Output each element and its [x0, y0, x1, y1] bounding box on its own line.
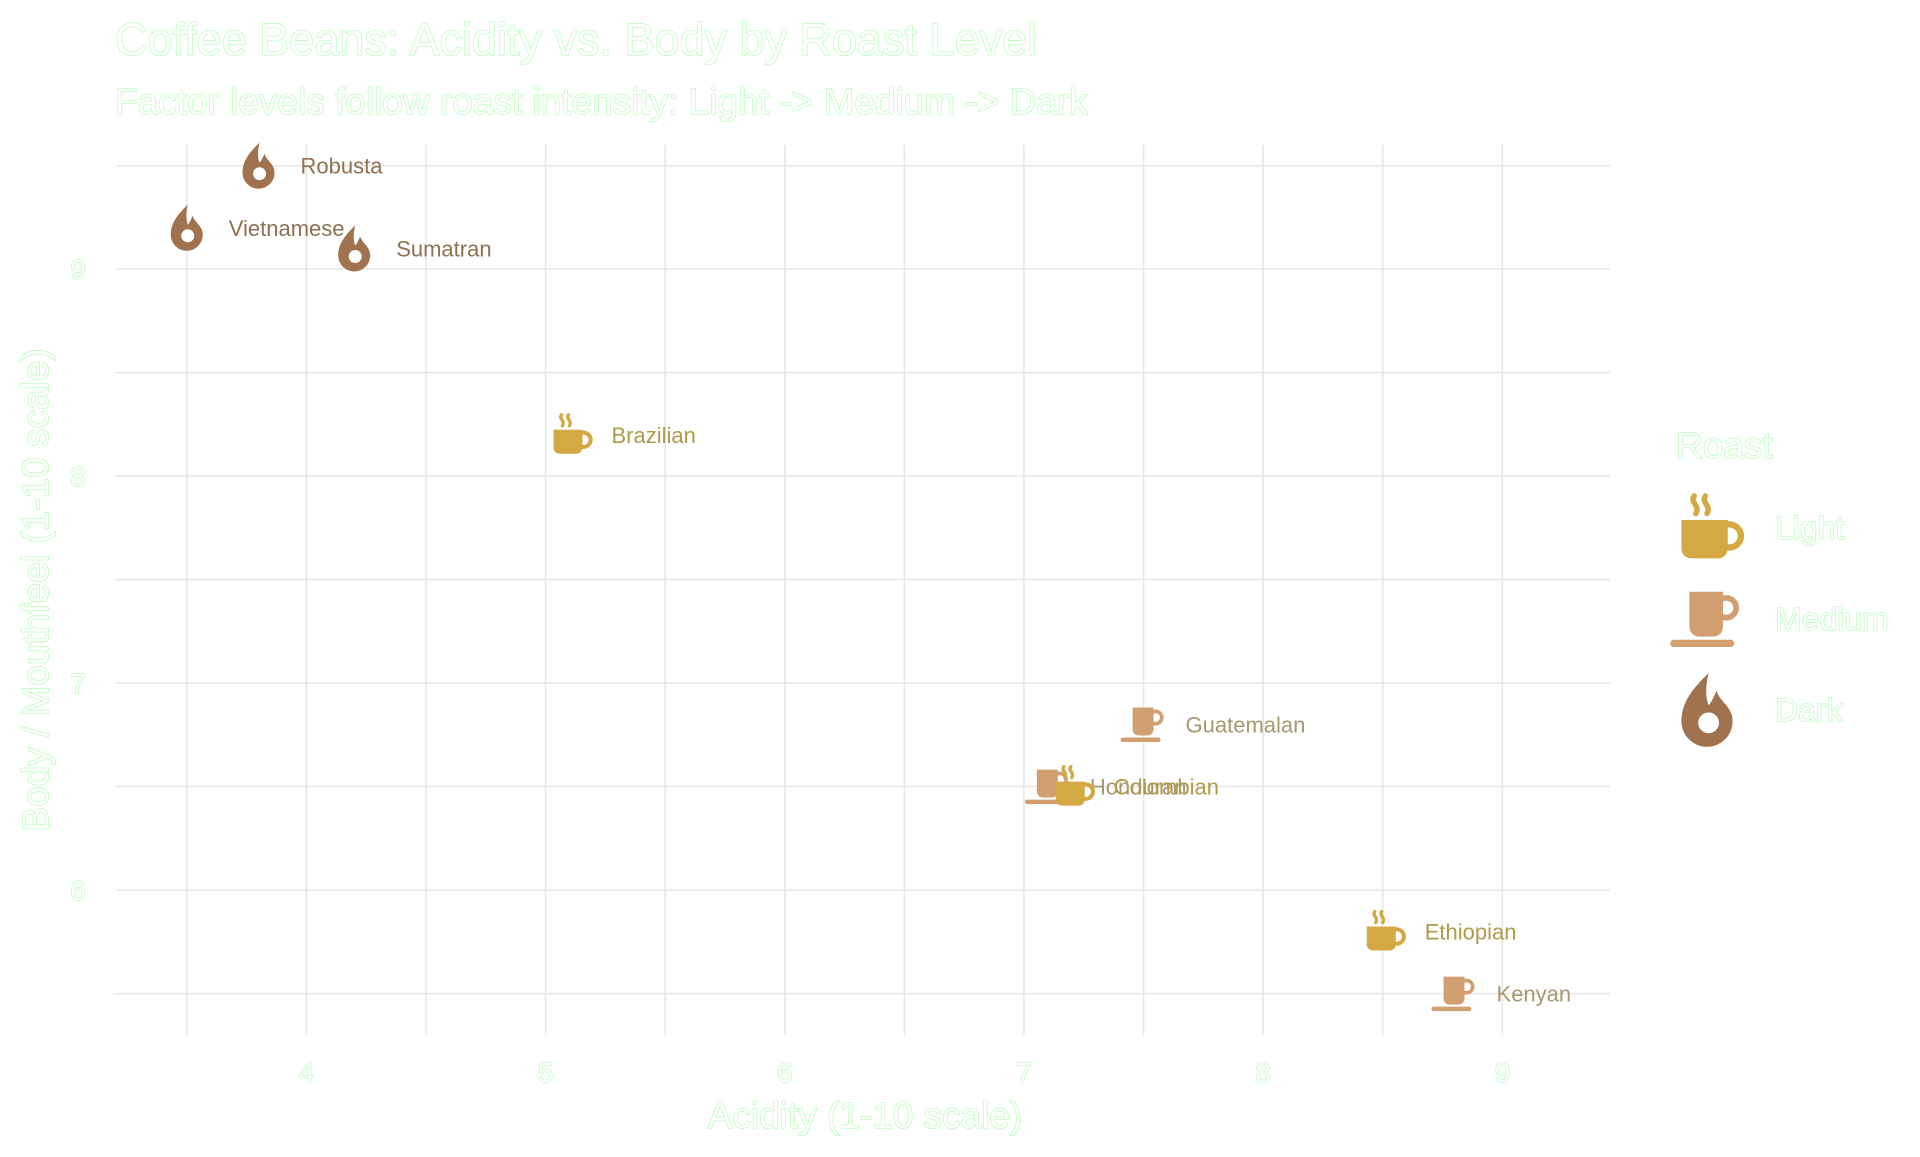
legend-label: Light: [1775, 510, 1845, 546]
data-point: Ethiopian: [1366, 909, 1517, 951]
chart-subtitle: Factor levels follow roast intensity: Li…: [115, 81, 1088, 122]
x-tick-label: 8: [1255, 1057, 1271, 1088]
data-point: Brazilian: [553, 413, 696, 454]
data-point: Robusta: [242, 142, 384, 189]
data-point: Kenyan: [1431, 976, 1572, 1012]
x-tick-label: 9: [1495, 1057, 1511, 1088]
mug-saucer-icon: [1120, 707, 1164, 743]
x-axis-title: Acidity (1-10 scale): [708, 1095, 1023, 1136]
fire-drop-icon: [242, 142, 275, 189]
legend-entry-dark: Dark: [1681, 673, 1844, 747]
y-tick-label: 6: [70, 875, 86, 906]
coffee-cup-icon: [553, 413, 593, 454]
legend-title: Roast: [1676, 425, 1773, 466]
fire-drop-icon: [338, 225, 371, 272]
mug-saucer-icon: [1670, 591, 1740, 647]
y-tick-label: 8: [70, 461, 86, 492]
x-tick-label: 5: [538, 1057, 554, 1088]
data-point: Sumatran: [338, 225, 492, 272]
point-label: Honduran: [1090, 775, 1187, 800]
point-label: Guatemalan: [1186, 713, 1306, 738]
data-point: Guatemalan: [1120, 707, 1306, 743]
point-label: Ethiopian: [1425, 920, 1517, 945]
mug-saucer-icon: [1431, 976, 1475, 1012]
legend-label: Dark: [1775, 692, 1844, 728]
point-label: Colombian: [1114, 775, 1219, 800]
legend-entry-medium: Medium: [1670, 591, 1889, 647]
point-label: Vietnamese: [229, 216, 345, 241]
y-axis-title: Body / Mouthfeel (1-10 scale): [15, 348, 56, 831]
y-tick-labels: 6 7 8 9: [70, 254, 87, 907]
legend-label: Medium: [1775, 601, 1889, 637]
grid-lines: [115, 145, 1610, 1035]
point-label: Brazilian: [611, 423, 695, 448]
chart-title: Coffee Beans: Acidity vs. Body by Roast …: [115, 14, 1037, 65]
data-points: Robusta Vietnamese Sumatran Brazilian Guatem…: [170, 142, 1572, 1012]
x-tick-label: 7: [1016, 1057, 1032, 1088]
data-point: Honduran: [1024, 769, 1187, 805]
legend: Roast Light Medium Dark: [1670, 424, 1889, 747]
x-tick-labels: 4 5 6 7 8 9: [298, 1056, 1511, 1088]
point-label: Robusta: [301, 154, 384, 179]
data-point: Colombian: [1055, 764, 1219, 806]
point-label: Sumatran: [396, 236, 491, 261]
coffee-cup-icon: [1366, 909, 1406, 951]
legend-entries: Light Medium Dark: [1670, 493, 1889, 747]
fire-drop-icon: [170, 204, 203, 251]
y-tick-label: 7: [70, 668, 86, 699]
y-tick-label: 9: [70, 254, 86, 285]
fire-drop-icon: [1681, 673, 1733, 747]
data-point: Vietnamese: [170, 204, 345, 251]
legend-entry-light: Light: [1681, 493, 1845, 559]
x-tick-label: 4: [299, 1057, 315, 1088]
coffee-cup-icon: [1055, 764, 1096, 806]
point-label: Kenyan: [1497, 982, 1572, 1007]
coffee-cup-icon: [1681, 493, 1745, 559]
x-tick-label: 6: [777, 1057, 793, 1088]
